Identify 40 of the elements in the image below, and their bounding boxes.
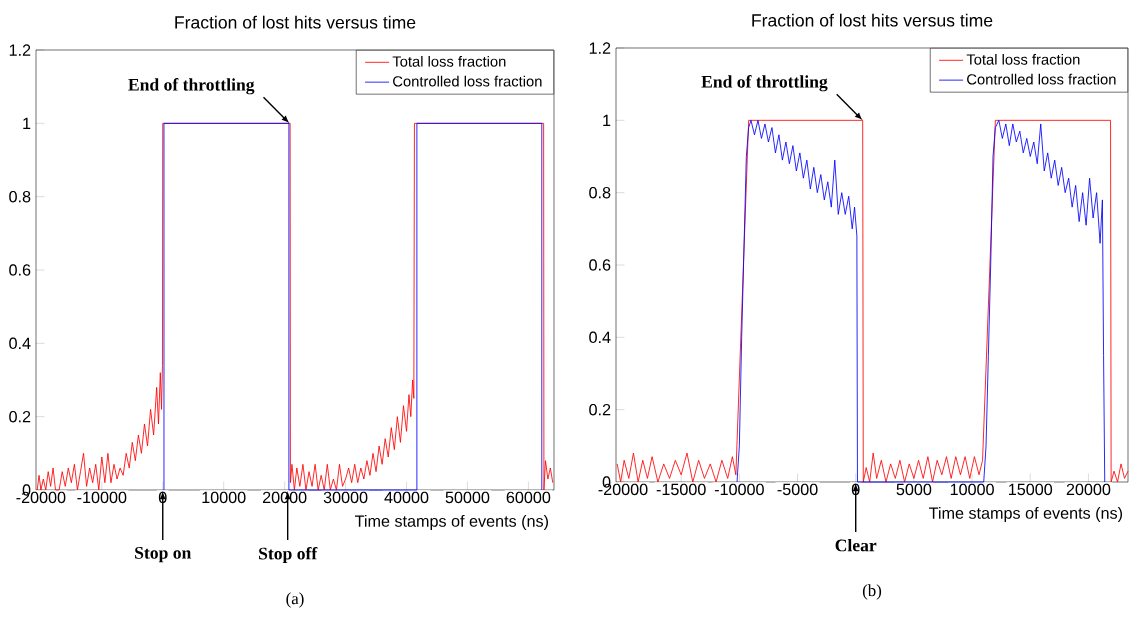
- x-tick-label: 30000: [323, 491, 368, 504]
- y-tick-label: 1: [23, 117, 31, 129]
- y-tick-label: 1: [603, 114, 611, 126]
- legend-label: Controlled loss fraction: [967, 73, 1116, 85]
- x-tick-label: 50000: [445, 491, 490, 504]
- annotation: End of throttling: [701, 75, 828, 92]
- text: (b): [862, 584, 882, 600]
- chart-title: Fraction of lost hits versus time: [175, 15, 416, 29]
- annotation: Clear: [835, 538, 877, 552]
- annotation: End of throttling: [128, 78, 255, 95]
- x-tick-label: 15000: [1009, 483, 1053, 496]
- annotation: Stop off: [259, 546, 318, 564]
- x-tick-label: 10000: [950, 483, 994, 496]
- y-tick-label: 0.4: [589, 331, 611, 344]
- x-tick-label: -5000: [777, 483, 818, 496]
- y-tick-label: 1.2: [9, 44, 31, 56]
- x-tick-label: 40000: [384, 491, 429, 504]
- x-tick-label: 60000: [506, 491, 551, 504]
- x-tick-label: -15000: [656, 483, 706, 496]
- y-tick-label: 0.8: [589, 186, 611, 199]
- y-tick-label: 0.6: [589, 259, 611, 271]
- y-tick-label: 0.6: [9, 264, 31, 276]
- annotation: Stop on: [135, 546, 192, 563]
- y-tick-label: 0.8: [9, 190, 31, 203]
- x-tick-label: 20000: [1066, 483, 1111, 496]
- x-tick-label: 10000: [202, 491, 246, 504]
- x-tick-label: 5000: [896, 483, 932, 496]
- x-axis-title: Time stamps of events (ns): [355, 514, 549, 531]
- legend-label: Controlled loss fraction: [393, 75, 542, 87]
- y-tick-label: 1.2: [589, 42, 611, 54]
- y-tick-label: 0.2: [9, 410, 31, 423]
- x-tick-label: -10000: [77, 491, 127, 504]
- chart-title: Fraction of lost hits versus time: [752, 13, 993, 27]
- legend-label: Total loss fraction: [966, 53, 1080, 65]
- y-tick-label: 0.2: [589, 403, 611, 416]
- x-tick-label: -10000: [714, 483, 764, 496]
- y-tick-label: 0.4: [9, 337, 31, 350]
- text: (a): [286, 592, 304, 608]
- x-axis-title: Time stamps of events (ns): [929, 506, 1123, 523]
- legend-label: Total loss fraction: [392, 55, 506, 67]
